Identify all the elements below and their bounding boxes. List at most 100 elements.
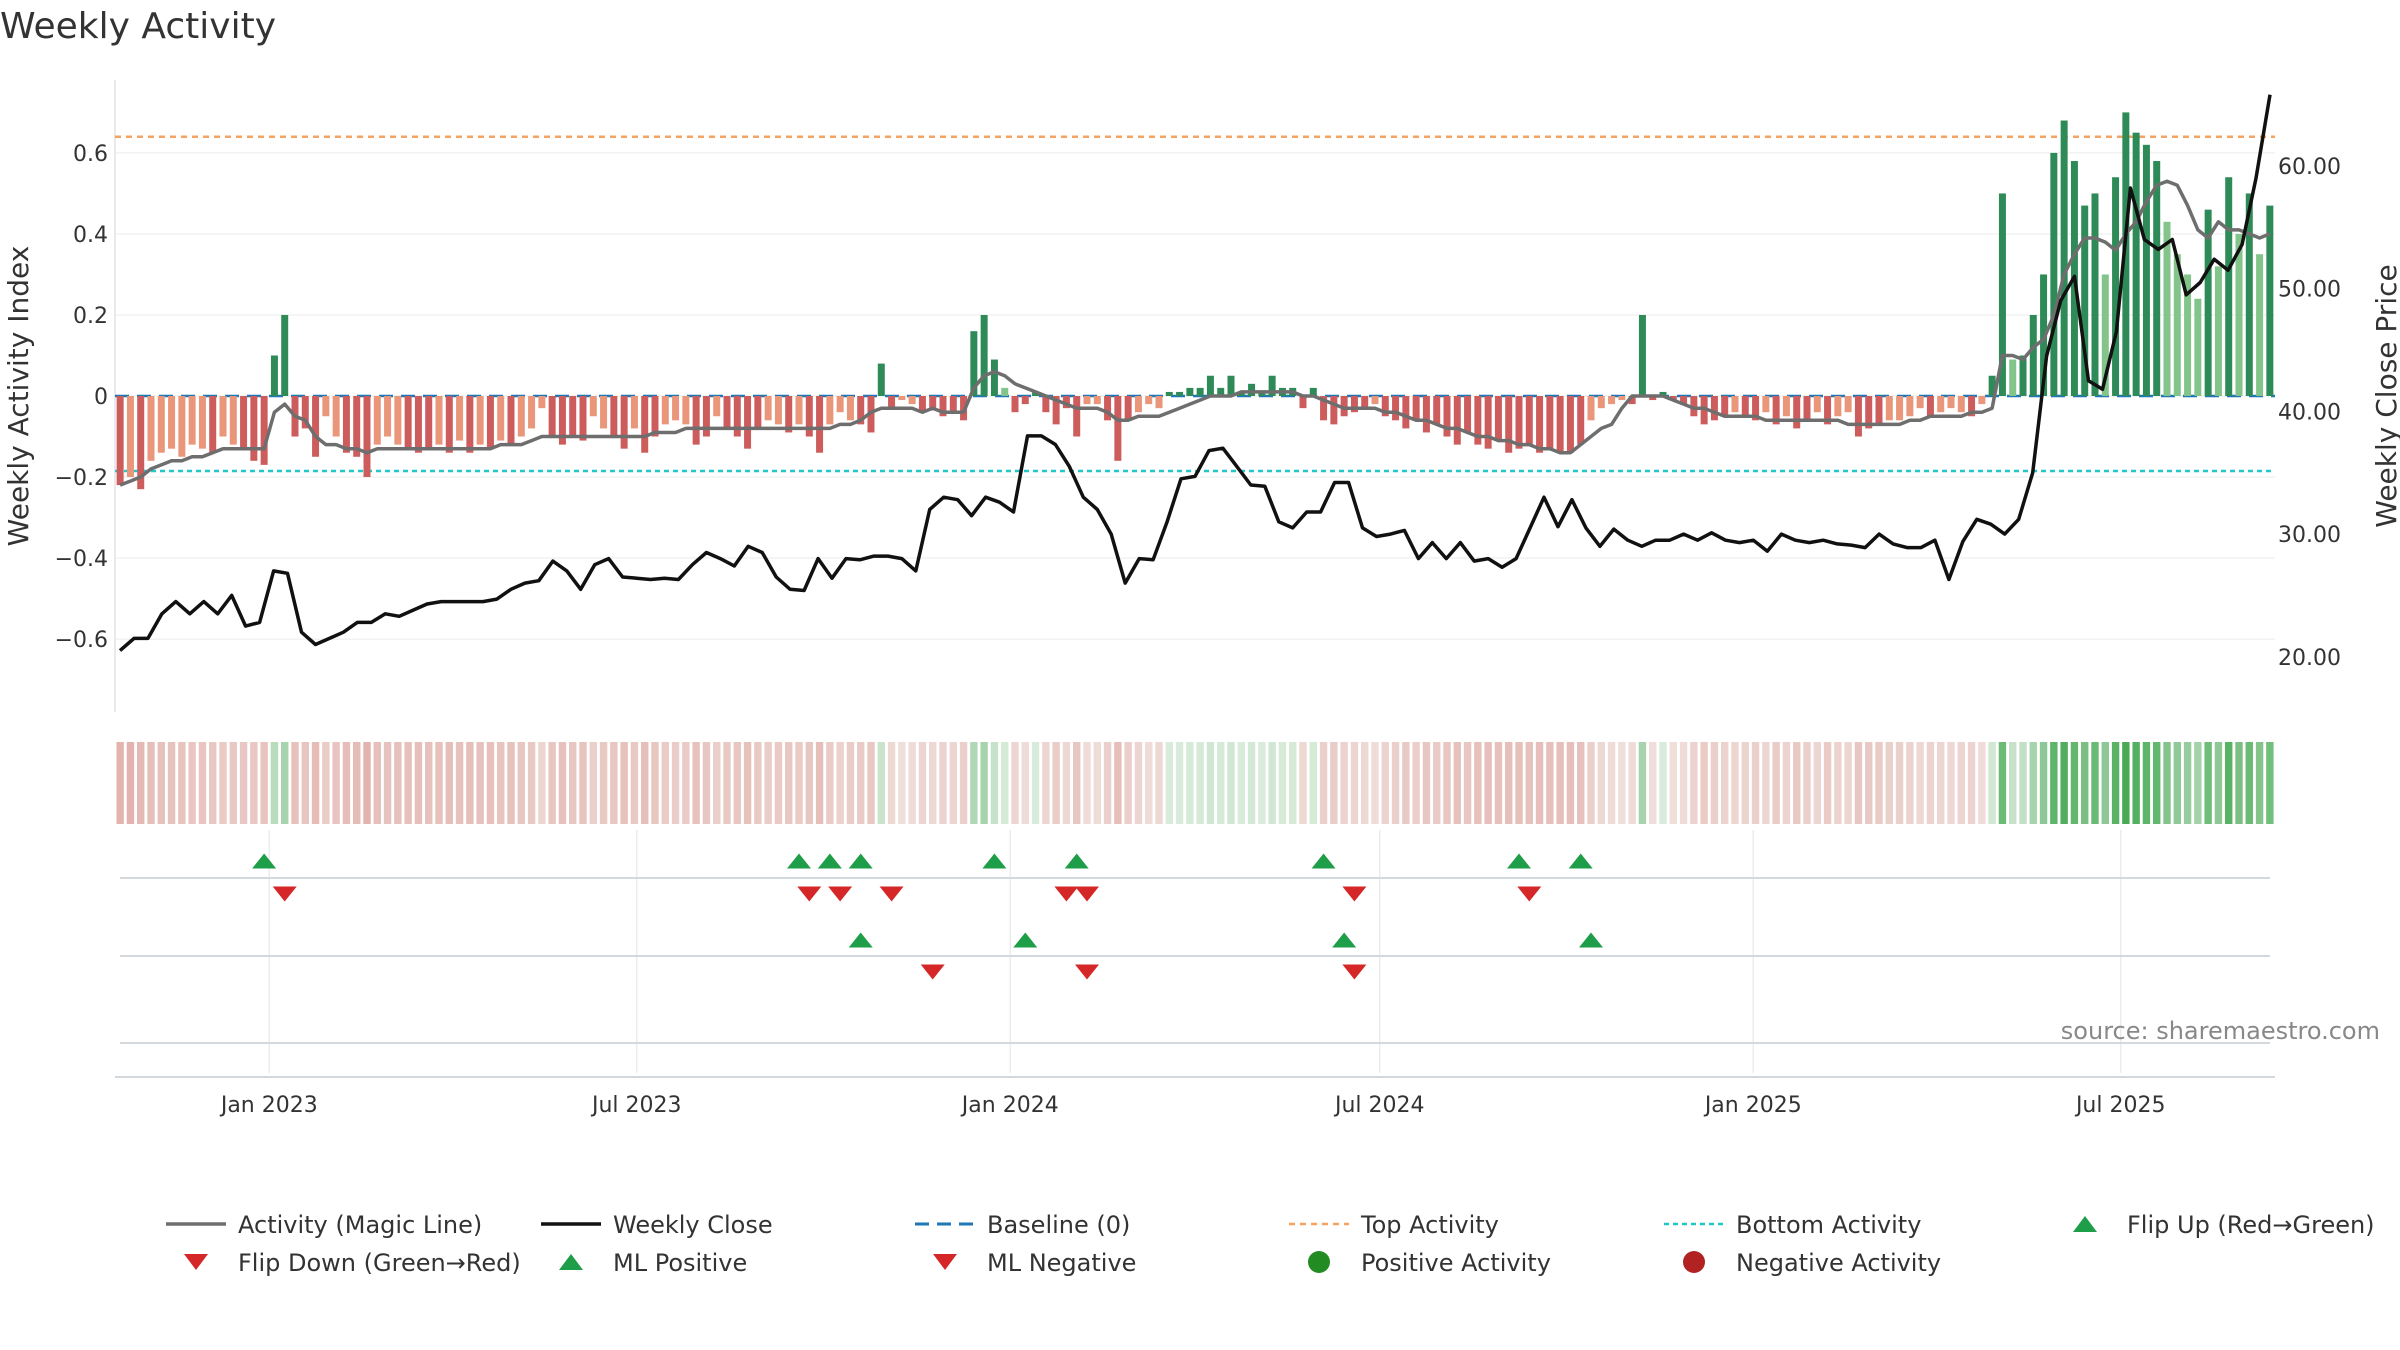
heat-cell (1392, 742, 1399, 824)
heat-cell (1217, 742, 1224, 824)
heat-cell (476, 742, 483, 824)
activity-bar (1917, 396, 1924, 408)
left-tick-label: 0.4 (73, 223, 108, 248)
heat-cell (1752, 742, 1759, 824)
activity-bar (826, 396, 833, 424)
heat-cell (374, 742, 381, 824)
heat-cell (898, 742, 905, 824)
heat-cell (1649, 742, 1656, 824)
legend-item-bottom: Bottom Activity (1664, 1211, 1921, 1239)
flip-down-marker (1054, 887, 1078, 902)
activity-bar (724, 396, 731, 428)
legend-label: Activity (Magic Line) (238, 1211, 482, 1239)
heat-cell (1628, 742, 1635, 824)
flip-up-marker (1569, 854, 1593, 869)
activity-bar (518, 396, 525, 437)
heat-cell (127, 742, 134, 824)
legend-label: Baseline (0) (987, 1211, 1130, 1239)
activity-bar (1567, 396, 1574, 453)
heat-cell (1947, 742, 1954, 824)
heat-cell (775, 742, 782, 824)
heat-cell (1412, 742, 1419, 824)
heat-cell (548, 742, 555, 824)
heat-cell (1721, 742, 1728, 824)
heat-cell (1196, 742, 1203, 824)
activity-bar (322, 396, 329, 416)
activity-bar (168, 396, 175, 449)
activity-bar (2009, 360, 2016, 396)
activity-bar (1361, 396, 1368, 408)
flip-down-marker (880, 887, 904, 902)
activity-bar (528, 396, 535, 428)
activity-bar (1588, 396, 1595, 420)
activity-bar (569, 396, 576, 437)
heat-cell (1556, 742, 1563, 824)
heat-cell (734, 742, 741, 824)
activity-bar (991, 360, 998, 396)
activity-bar (487, 396, 494, 449)
activity-bar (652, 396, 659, 437)
heat-cell (1700, 742, 1707, 824)
heat-cell (538, 742, 545, 824)
activity-bar (837, 396, 844, 412)
activity-bar (1886, 396, 1893, 420)
right-tick-label: 40.00 (2278, 400, 2341, 425)
activity-bar (209, 396, 216, 453)
flip-up-marker (818, 854, 842, 869)
heat-cell (1063, 742, 1070, 824)
activity-bar (374, 396, 381, 445)
activity-bar (1084, 396, 1091, 404)
heat-cell (1865, 742, 1872, 824)
heat-cell (425, 742, 432, 824)
legend-label: Top Activity (1360, 1211, 1499, 1239)
heat-cell (1279, 742, 1286, 824)
activity-bar (1207, 376, 1214, 396)
heat-cell (651, 742, 658, 824)
heat-cell (1433, 742, 1440, 824)
heat-cell (806, 742, 813, 824)
heat-cell (332, 742, 339, 824)
heat-cell (1958, 742, 1965, 824)
activity-bar (189, 396, 196, 445)
activity-bar (538, 396, 545, 408)
activity-bar (1330, 396, 1337, 424)
heat-cell (1598, 742, 1605, 824)
activity-bar (1433, 396, 1440, 424)
activity-bar (2020, 355, 2027, 396)
heat-cell (2235, 742, 2242, 824)
activity-bar (672, 396, 679, 420)
activity-bar (364, 396, 371, 477)
weekly-activity-chart: Weekly Activity 0.60.40.20−0.2−0.4−0.6 6… (0, 0, 2400, 1350)
heat-cell (1495, 742, 1502, 824)
activity-bar (1937, 396, 1944, 412)
heat-cell (291, 742, 298, 824)
activity-bar (1454, 396, 1461, 445)
activity-bar (2050, 153, 2057, 396)
heat-cell (2102, 742, 2109, 824)
heat-cell (836, 742, 843, 824)
heat-cell (631, 742, 638, 824)
activity-bar (230, 396, 237, 445)
heat-cell (2153, 742, 2160, 824)
activity-bar (220, 396, 227, 437)
heat-cell (2174, 742, 2181, 824)
legend-item-flipup: Flip Up (Red→Green) (2073, 1211, 2375, 1239)
activity-bar (775, 396, 782, 424)
activity-bar (734, 396, 741, 437)
heat-cell (919, 742, 926, 824)
activity-bar (1300, 396, 1307, 408)
activity-bar (580, 396, 587, 441)
heat-cell (1443, 742, 1450, 824)
activity-bar (1402, 396, 1409, 428)
heat-cell (888, 742, 895, 824)
activity-bar (497, 396, 504, 441)
flip-up-marker (1312, 854, 1336, 869)
activity-bar (1958, 396, 1965, 412)
heat-cell (1330, 742, 1337, 824)
activity-bar (1505, 396, 1512, 453)
heat-cell (847, 742, 854, 824)
heat-cell (2060, 742, 2067, 824)
activity-bar (703, 396, 710, 437)
heat-cell (1680, 742, 1687, 824)
activity-bar (1927, 396, 1934, 416)
